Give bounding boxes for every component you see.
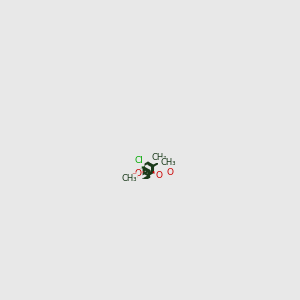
- Text: O: O: [166, 168, 173, 177]
- Text: O: O: [130, 173, 137, 182]
- Text: O: O: [155, 171, 162, 180]
- Text: CH₃: CH₃: [161, 158, 176, 167]
- Text: Cl: Cl: [135, 157, 144, 166]
- Text: CH₃: CH₃: [151, 153, 166, 162]
- Text: O: O: [135, 169, 142, 178]
- Text: CH₃: CH₃: [121, 174, 137, 183]
